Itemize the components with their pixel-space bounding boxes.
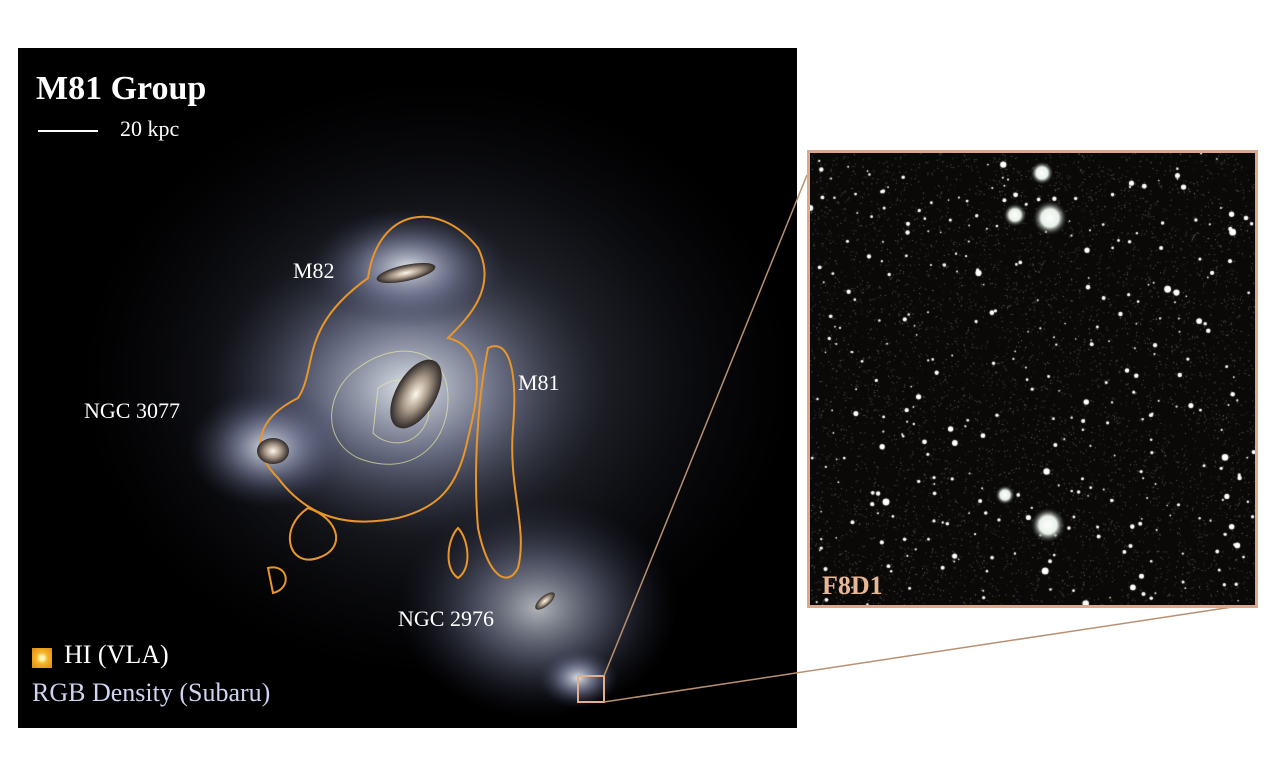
hi-legend-label: HI (VLA) (64, 640, 169, 669)
galaxies (257, 262, 555, 610)
rgb-legend-label: RGB Density (Subaru) (32, 678, 271, 707)
scale-bar (38, 130, 98, 132)
galaxy-label-ngc2976: NGC 2976 (398, 606, 494, 631)
galaxy-label-m82: M82 (293, 258, 335, 283)
m81-group-map: M81 Group 20 kpc M82 M81 NGC 3077 NGC 29… (18, 48, 797, 728)
star-field (810, 153, 1255, 605)
inset-label: F8D1 (822, 571, 883, 600)
galaxy-label-ngc3077: NGC 3077 (84, 398, 180, 423)
hi-contours (259, 215, 522, 595)
scale-label: 20 kpc (120, 116, 180, 141)
f8d1-inset: F8D1 (807, 150, 1258, 608)
galaxy-label-m81: M81 (518, 370, 560, 395)
hi-legend-swatch (32, 648, 52, 668)
map-title: M81 Group (36, 70, 207, 107)
